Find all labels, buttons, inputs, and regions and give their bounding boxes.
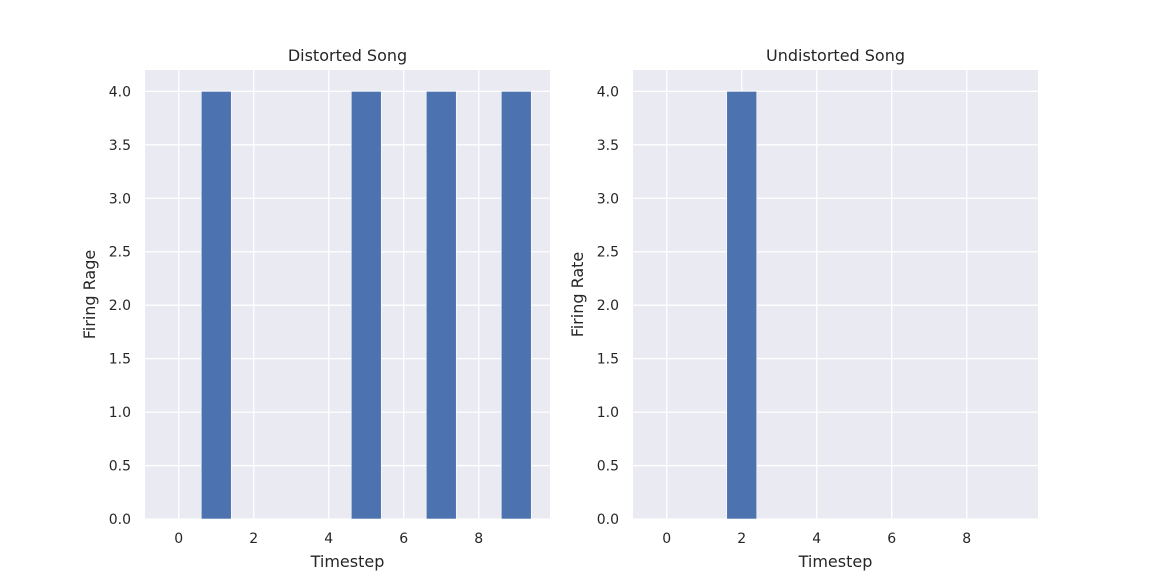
x-tick-label: 2 bbox=[249, 531, 258, 547]
y-tick-label: 3.5 bbox=[597, 138, 619, 154]
y-gridlines bbox=[633, 90, 1038, 520]
y-tick-label: 2.0 bbox=[109, 298, 131, 314]
y-tick-label: 2.0 bbox=[597, 298, 619, 314]
chart-title: Undistorted Song bbox=[766, 46, 905, 65]
x-tick-label: 0 bbox=[662, 531, 671, 547]
y-axis-label: Firing Rate bbox=[568, 252, 587, 338]
bar bbox=[425, 91, 457, 520]
y-tick-label: 3.0 bbox=[109, 191, 131, 207]
y-tick-label: 0.5 bbox=[109, 459, 131, 475]
y-tick-label: 4.0 bbox=[109, 84, 131, 100]
undistorted-song-chart: 0.0 0.5 1.0 1.5 2.0 2.5 3.0 3.5 4.0 0 2 4 6 8 Undist… bbox=[568, 46, 1038, 571]
plot-area bbox=[633, 70, 1038, 519]
bar bbox=[500, 91, 532, 520]
y-tick-label: 1.0 bbox=[109, 405, 131, 421]
y-tick-label: 0.0 bbox=[109, 512, 131, 528]
y-tick-label: 1.5 bbox=[597, 352, 619, 368]
bars bbox=[200, 91, 532, 520]
y-tick-label: 0.5 bbox=[597, 459, 619, 475]
x-tick-label: 8 bbox=[962, 531, 971, 547]
x-tick-label: 2 bbox=[737, 531, 746, 547]
x-tick-label: 4 bbox=[324, 531, 333, 547]
y-tick-labels: 0.0 0.5 1.0 1.5 2.0 2.5 3.0 3.5 4.0 bbox=[597, 84, 619, 528]
y-tick-labels: 0.0 0.5 1.0 1.5 2.0 2.5 3.0 3.5 4.0 bbox=[109, 84, 131, 528]
y-tick-label: 2.5 bbox=[597, 245, 619, 261]
distorted-song-chart: 0.0 0.5 1.0 1.5 2.0 2.5 3.0 3.5 4.0 0 2 4 6 8 Distor… bbox=[80, 46, 550, 571]
y-tick-label: 2.5 bbox=[109, 245, 131, 261]
y-tick-label: 4.0 bbox=[597, 84, 619, 100]
x-axis-label: Timestep bbox=[310, 552, 385, 571]
x-tick-label: 0 bbox=[174, 531, 183, 547]
y-axis-label: Firing Rage bbox=[80, 250, 99, 339]
y-tick-label: 0.0 bbox=[597, 512, 619, 528]
x-tick-label: 8 bbox=[474, 531, 483, 547]
x-tick-labels: 0 2 4 6 8 bbox=[662, 531, 971, 547]
x-tick-label: 6 bbox=[887, 531, 896, 547]
x-tick-label: 6 bbox=[399, 531, 408, 547]
x-axis-label: Timestep bbox=[798, 552, 873, 571]
bars bbox=[726, 91, 758, 520]
x-gridlines bbox=[178, 70, 480, 519]
chart-title: Distorted Song bbox=[288, 46, 407, 65]
y-tick-label: 1.5 bbox=[109, 352, 131, 368]
y-tick-label: 1.0 bbox=[597, 405, 619, 421]
x-tick-label: 4 bbox=[812, 531, 821, 547]
y-tick-label: 3.0 bbox=[597, 191, 619, 207]
x-tick-labels: 0 2 4 6 8 bbox=[174, 531, 483, 547]
bar bbox=[350, 91, 382, 520]
bar bbox=[726, 91, 758, 520]
bar bbox=[200, 91, 232, 520]
y-tick-label: 3.5 bbox=[109, 138, 131, 154]
